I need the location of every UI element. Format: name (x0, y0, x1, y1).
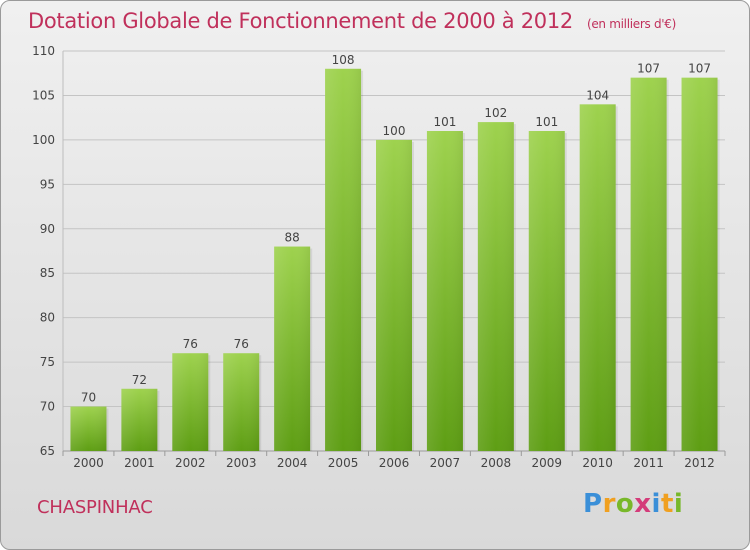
bar-highlight (121, 388, 158, 451)
y-tick-label: 95 (40, 177, 55, 191)
chart-unit: (en milliers d'€) (586, 17, 676, 31)
bars (70, 68, 720, 452)
bar-highlight (70, 406, 107, 451)
logo-letter: r (602, 489, 616, 519)
proxiti-logo: Proxiti (583, 489, 683, 519)
bar-highlight (681, 77, 718, 452)
logo-letter: i (651, 489, 661, 519)
logo-letter: i (673, 489, 684, 519)
y-tick-label: 70 (40, 400, 55, 414)
data-label: 101 (433, 115, 456, 129)
bar-highlight (579, 104, 616, 451)
y-tick-label: 80 (40, 311, 55, 325)
logo-letter: x (634, 489, 652, 519)
data-labels: 70 72 76 76 88 108 100 101 102 101 104 107 107 (81, 53, 711, 405)
data-label: 101 (535, 115, 558, 129)
data-label: 76 (234, 337, 249, 351)
x-tick-label: 2007 (430, 456, 461, 470)
bar-highlight (376, 139, 412, 451)
x-tick-label: 2006 (379, 456, 410, 470)
x-tick-label: 2012 (684, 456, 715, 470)
y-tick-label: 85 (40, 266, 55, 280)
y-tick-label: 105 (32, 88, 55, 102)
data-label: 104 (586, 88, 609, 102)
x-tick-label: 2008 (481, 456, 512, 470)
x-tick-label: 2009 (531, 456, 562, 470)
data-label: 76 (183, 337, 198, 351)
bar-highlight (172, 353, 209, 451)
chart-title-text: Dotation Globale de Fonctionnement de 20… (28, 9, 573, 33)
bar-highlight (325, 68, 362, 452)
x-tick-label: 2002 (175, 456, 206, 470)
y-tick-label: 65 (40, 444, 55, 458)
data-label: 72 (132, 373, 147, 387)
x-tick-label: 2001 (124, 456, 155, 470)
commune-name: CHASPINHAC (37, 497, 153, 518)
x-tick-label: 2004 (277, 456, 308, 470)
y-tick-label: 90 (40, 222, 55, 236)
data-label: 102 (484, 106, 507, 120)
bar-highlight (477, 122, 514, 451)
chart-title: Dotation Globale de Fonctionnement de 20… (28, 9, 676, 33)
logo-letter: t (660, 489, 674, 519)
x-tick-label: 2003 (226, 456, 257, 470)
bar-highlight (426, 131, 463, 451)
data-label: 108 (332, 53, 355, 67)
bar-highlight (223, 353, 260, 451)
bar-highlight (630, 77, 667, 452)
x-tick-label: 2010 (582, 456, 613, 470)
data-label: 107 (637, 62, 660, 76)
data-label: 70 (81, 391, 96, 405)
data-label: 100 (383, 124, 406, 138)
data-label: 88 (285, 231, 300, 245)
y-tick-label: 100 (32, 133, 55, 147)
bar-highlight (528, 131, 565, 451)
x-tick-label: 2000 (73, 456, 104, 470)
logo-letter: P (583, 489, 603, 519)
x-tick-label: 2005 (328, 456, 359, 470)
logo-letter: o (615, 489, 635, 519)
y-tick-label: 75 (40, 355, 55, 369)
y-tick-label: 110 (32, 44, 55, 58)
x-tick-label: 2011 (633, 456, 664, 470)
bar-highlight (274, 246, 311, 451)
data-label: 107 (688, 62, 711, 76)
